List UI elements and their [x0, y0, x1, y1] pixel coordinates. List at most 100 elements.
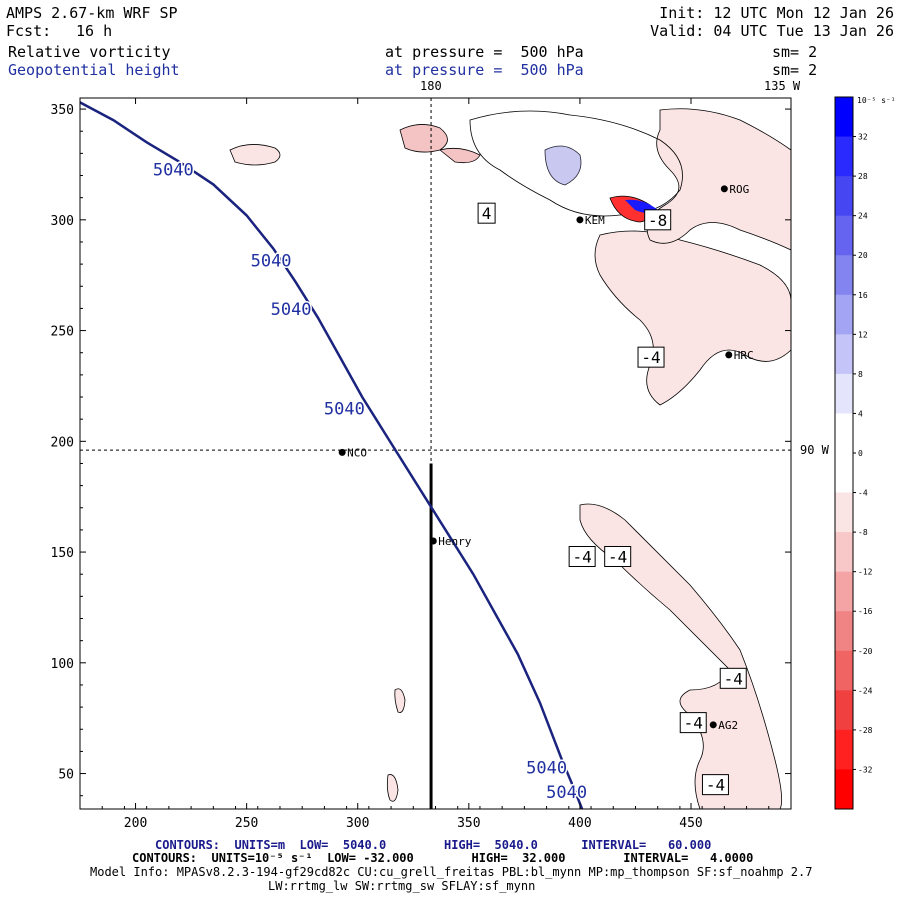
station-label-henry: Henry: [438, 535, 471, 548]
vorticity-label-1: -8: [644, 209, 672, 231]
vorticity-cluster-north: [469, 110, 683, 217]
station-marker-hrc: [725, 351, 733, 359]
x-tick-label-450: 450: [679, 816, 702, 831]
forecast-value: 16 h: [76, 22, 113, 40]
vorticity-label-box: [637, 346, 665, 368]
colorbar-label-10: -8: [858, 528, 868, 537]
x-tick-label-350: 350: [457, 816, 480, 831]
height-contour-5040: [79, 101, 584, 810]
colorbar-segment-11: [835, 532, 853, 573]
colorbar-segment-6: [835, 334, 853, 375]
x-tick-label-300: 300: [346, 816, 369, 831]
vorticity-small-3: [399, 124, 448, 153]
colorbar-label-16: -32: [858, 765, 873, 774]
y-tick-label-300: 300: [51, 214, 74, 229]
init-time: Init: 12 UTC Mon 12 Jan 26: [659, 4, 894, 22]
colorbar-segment-2: [835, 176, 853, 217]
colorbar-label-2: 24: [858, 212, 868, 221]
height-label-4: 5040: [526, 759, 567, 779]
colorbar-segment-4: [835, 255, 853, 296]
colorbar-label-12: -16: [858, 607, 873, 616]
footer-model-info: Model Info: MPASv8.2.3-194-gf29cd82c CU:…: [90, 865, 813, 879]
colorbar-segment-8: [835, 413, 853, 454]
vorticity-label-5: -4: [719, 667, 747, 689]
colorbar-label-11: -12: [858, 568, 873, 577]
colorbar-segment-3: [835, 215, 853, 256]
x-tick-label-400: 400: [568, 816, 591, 831]
station-label-rog: ROG: [729, 183, 749, 196]
vorticity-label-box: [701, 774, 729, 796]
station-label-nco: NCO: [347, 446, 367, 459]
colorbar-unit: 10⁻⁵ s⁻¹: [857, 96, 896, 105]
station-marker-henry: [429, 537, 437, 545]
colorbar-segment-9: [835, 453, 853, 494]
station-marker-ag2: [709, 721, 717, 729]
vorticity-label-text: -4: [608, 547, 627, 566]
colorbar-label-8: 0: [858, 449, 863, 458]
vorticity-label-box: [679, 712, 707, 734]
colorbar-segment-7: [835, 373, 853, 414]
vorticity-region-west: [229, 144, 281, 166]
height-label-2: 5040: [271, 300, 312, 320]
colorbar-segment-13: [835, 611, 853, 652]
colorbar-label-1: 28: [858, 172, 868, 181]
vorticity-core-blue: [544, 145, 582, 186]
footer-vorticity-contours: CONTOURS: UNITS=10⁻⁵ s⁻¹ LOW= -32.000 HI…: [132, 851, 754, 865]
colorbar-label-14: -24: [858, 686, 873, 695]
vorticity-label-text: -4: [706, 776, 725, 795]
vorticity-label-box: [568, 545, 596, 567]
colorbar-segment-16: [835, 729, 853, 770]
vorticity-small-1: [394, 688, 406, 713]
colorbar-label-4: 16: [858, 291, 868, 300]
meridian-label-90w: 90 W: [800, 443, 829, 457]
colorbar-segment-10: [835, 492, 853, 533]
vorticity-label-text: -4: [573, 547, 592, 566]
station-marker-nco: [338, 448, 346, 456]
station-label-kem: KEM: [585, 214, 605, 227]
vorticity-label-box: [644, 209, 672, 231]
vorticity-small-2: [386, 774, 399, 802]
colorbar-label-7: 4: [858, 409, 863, 418]
vorticity-label-text: -4: [684, 714, 703, 733]
colorbar-label-0: 32: [858, 133, 868, 142]
station-marker-rog: [720, 185, 728, 193]
model-title: AMPS 2.67-km WRF SP: [6, 4, 178, 22]
colorbar-segment-0: [835, 97, 853, 138]
station-label-ag2: AG2: [718, 719, 738, 732]
colorbar-segment-5: [835, 294, 853, 335]
colorbar-label-3: 20: [858, 251, 868, 260]
colorbar-label-15: -28: [858, 726, 873, 735]
height-label-1: 5040: [251, 251, 292, 271]
vorticity-region-southeast: [579, 503, 783, 809]
y-tick-label-250: 250: [51, 325, 74, 340]
vorticity-small-4: [439, 147, 481, 164]
colorbar-label-9: -4: [858, 489, 868, 498]
station-marker-kem: [576, 216, 584, 224]
station-label-hrc: HRC: [734, 349, 754, 362]
y-tick-label-150: 150: [51, 546, 74, 561]
vorticity-label-3: -4: [568, 545, 596, 567]
vorticity-label-0: 4: [477, 202, 496, 224]
vorticity-region-northeast: [594, 230, 791, 406]
field1-level: at pressure = 500 hPa: [385, 43, 584, 61]
colorbar-segment-14: [835, 650, 853, 691]
x-tick-label-250: 250: [235, 816, 258, 831]
colorbar-segment-12: [835, 571, 853, 612]
vorticity-label-2: -4: [637, 346, 665, 368]
field2-level: at pressure = 500 hPa: [385, 61, 584, 79]
meridian-label-135w: 135 W: [764, 79, 801, 93]
vorticity-label-6: -4: [679, 712, 707, 734]
colorbar-label-5: 12: [858, 330, 868, 339]
vorticity-label-4: -4: [604, 545, 632, 567]
colorbar-segment-15: [835, 690, 853, 731]
footer-height-contours: CONTOURS: UNITS=m LOW= 5040.0 HIGH= 5040…: [155, 838, 712, 852]
x-tick-label-200: 200: [124, 816, 147, 831]
height-label-5: 5040: [546, 783, 587, 803]
colorbar-segment-17: [835, 769, 853, 810]
vorticity-label-text: -4: [724, 669, 743, 688]
colorbar-label-6: 8: [858, 370, 863, 379]
vorticity-label-text: 4: [482, 204, 492, 223]
valid-time: Valid: 04 UTC Tue 13 Jan 26: [650, 22, 894, 40]
field2-name: Geopotential height: [8, 61, 180, 79]
